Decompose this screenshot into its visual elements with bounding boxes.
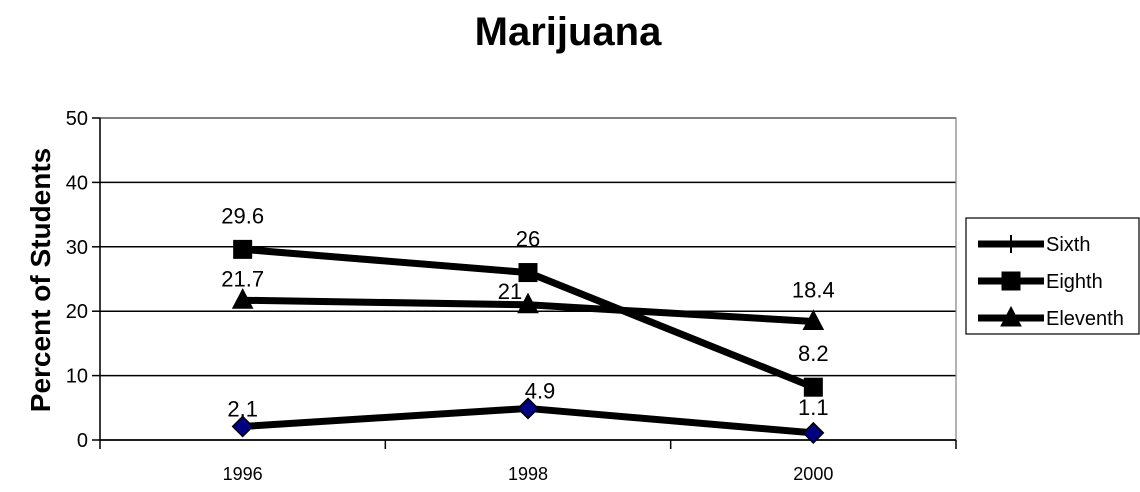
x-tick-label: 1996: [223, 464, 263, 484]
x-tick-label: 1998: [508, 464, 548, 484]
legend-marker-eighth: [1001, 271, 1021, 291]
data-point-sixth: [516, 397, 540, 420]
data-label-sixth: 2.1: [227, 396, 258, 421]
data-point-eighth: [803, 377, 823, 397]
y-tick-label: 20: [66, 301, 88, 323]
data-label-sixth: 4.9: [525, 378, 556, 403]
data-label-eleventh: 18.4: [792, 278, 835, 303]
y-tick-label: 40: [66, 172, 88, 194]
y-tick-label: 0: [77, 430, 88, 452]
series-group: [231, 239, 825, 444]
data-label-eighth: 8.2: [798, 341, 829, 366]
legend-label-eleventh: Eleventh: [1046, 308, 1124, 330]
y-tick-label: 10: [66, 366, 88, 388]
data-point-sixth: [802, 421, 825, 444]
legend: Sixth Eighth Eleventh: [965, 217, 1140, 335]
legend-label-sixth: Sixth: [1046, 234, 1090, 256]
legend-marker-sixth: [1002, 235, 1020, 253]
legend-label-eighth: Eighth: [1046, 271, 1103, 293]
y-tick-label: 30: [66, 237, 88, 259]
axes: 0 10 20 30 40 50 1996 1998 2000: [66, 108, 957, 484]
data-point-eleventh: [231, 288, 254, 309]
data-label-eleventh: 21: [498, 279, 522, 304]
data-label-eleventh: 21.7: [221, 266, 264, 291]
data-point-eleventh: [802, 309, 825, 331]
data-label-eighth: 29.6: [221, 203, 264, 228]
chart-title: Marijuana: [475, 10, 662, 54]
data-point-eighth: [518, 263, 538, 283]
x-tick-label: 2000: [793, 464, 833, 484]
data-label-sixth: 1.1: [798, 395, 829, 420]
data-point-eleventh: [517, 292, 539, 314]
data-labels: 2.1 4.9 1.1 29.6 26 8.2 21.7 21 18.4: [221, 203, 834, 421]
legend-marker-eleventh: [1000, 305, 1022, 327]
data-point-eighth: [233, 239, 253, 259]
y-axis-label: Percent of Students: [25, 148, 56, 412]
data-label-eighth: 26: [516, 227, 540, 252]
data-point-sixth: [231, 415, 254, 438]
y-tick-label: 50: [66, 108, 88, 130]
